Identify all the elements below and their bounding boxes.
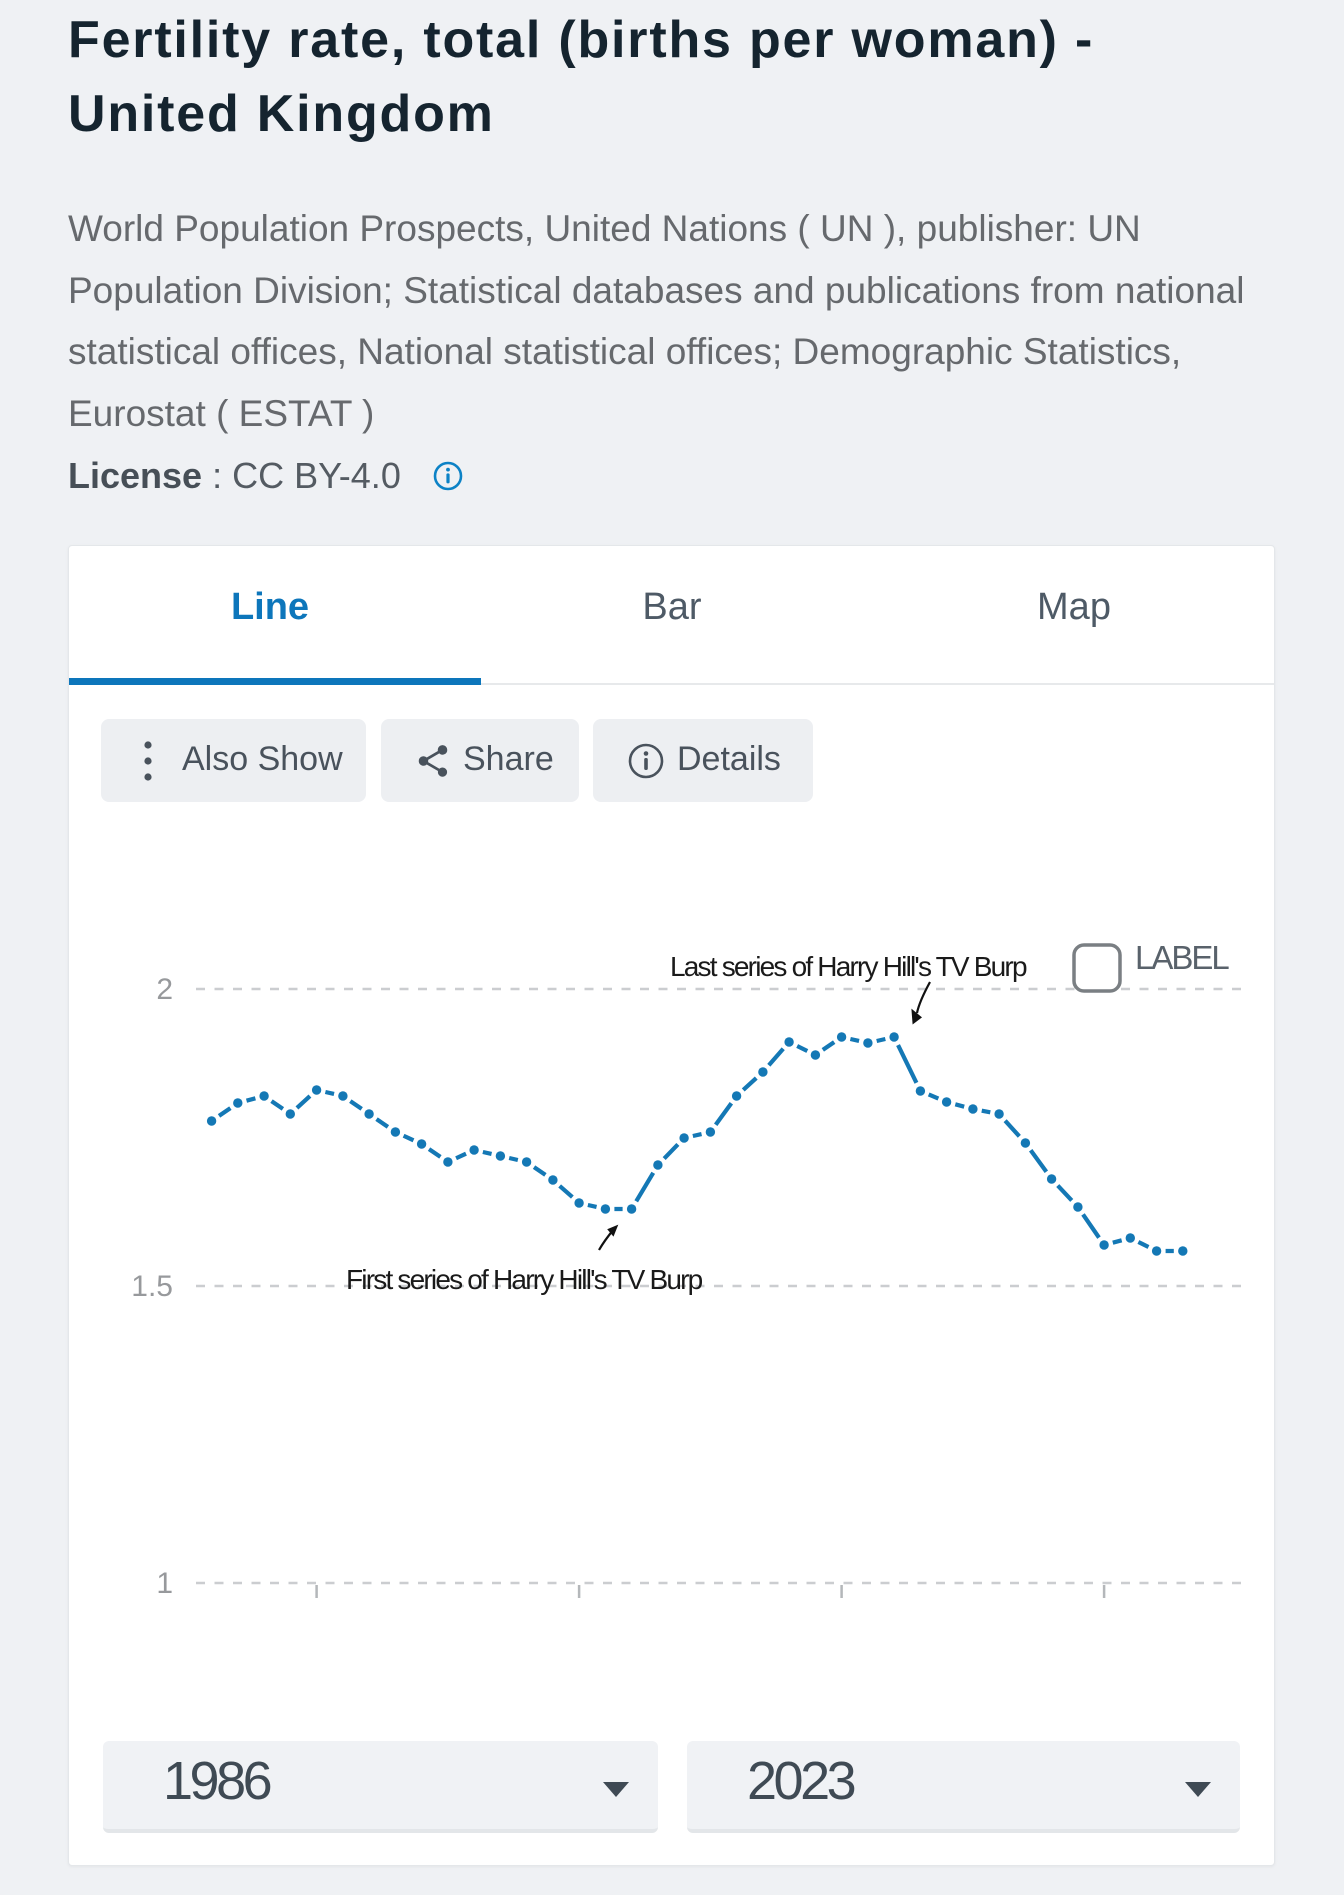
svg-text:LABEL: LABEL: [1135, 939, 1229, 976]
svg-text:1: 1: [156, 1567, 173, 1600]
svg-text:2: 2: [156, 973, 173, 1006]
svg-text:First series of Harry Hill's T: First series of Harry Hill's TV Burp: [346, 1264, 703, 1295]
svg-text:1.5: 1.5: [131, 1270, 173, 1303]
svg-text:Last series of Harry Hill's TV: Last series of Harry Hill's TV Burp: [670, 951, 1027, 982]
